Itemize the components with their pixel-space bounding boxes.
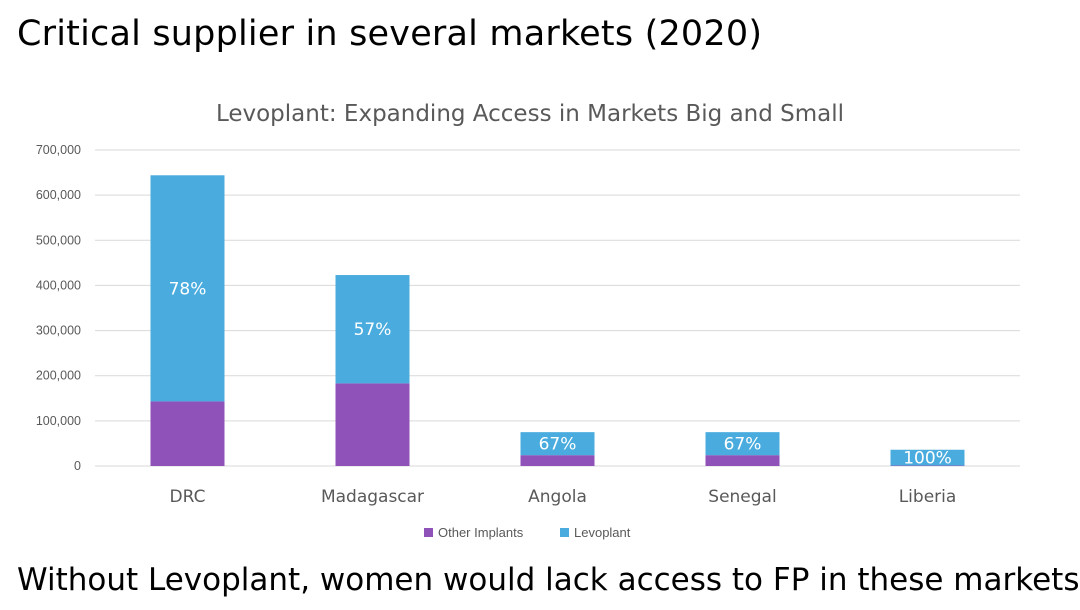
chart-title: Levoplant: Expanding Access in Markets B…	[216, 101, 844, 127]
slide-title: Critical supplier in several markets (20…	[17, 14, 763, 54]
bar-data-label: 100%	[903, 449, 952, 469]
legend-swatch	[560, 528, 569, 537]
slide-footer: Without Levoplant, women would lack acce…	[17, 562, 1080, 598]
bar-levoplant	[335, 275, 410, 384]
bar-data-label: 67%	[724, 435, 762, 455]
x-tick-label: DRC	[170, 487, 206, 507]
y-tick-label: 0	[74, 459, 81, 473]
legend-label: Levoplant	[574, 525, 631, 540]
y-tick-label: 100,000	[36, 414, 81, 428]
bar-other-implants	[150, 401, 225, 466]
legend: Other Implants Levoplant	[424, 525, 631, 540]
x-tick-label: Angola	[528, 487, 587, 507]
x-axis-ticks: DRC Madagascar Angola Senegal Liberia	[170, 487, 957, 507]
bar-levoplant	[890, 449, 965, 466]
bar-levoplant	[150, 175, 225, 402]
x-tick-label: Madagascar	[321, 487, 424, 507]
legend-label: Other Implants	[438, 525, 524, 540]
gridlines	[95, 149, 1020, 467]
y-tick-label: 700,000	[36, 143, 81, 157]
data-labels: 78% 57% 67% 67% 100%	[169, 279, 952, 468]
bars	[150, 175, 965, 466]
bar-levoplant	[705, 432, 780, 456]
legend-swatch	[424, 528, 433, 537]
bar-data-label: 78%	[169, 279, 207, 299]
y-axis-ticks: 0 100,000 200,000 300,000 400,000 500,000 600,…	[36, 143, 81, 473]
bar-other-implants	[335, 383, 410, 466]
x-tick-label: Liberia	[899, 487, 957, 507]
bar-other-implants	[520, 455, 595, 466]
bar-levoplant	[520, 432, 595, 456]
y-tick-label: 500,000	[36, 233, 81, 247]
y-tick-label: 600,000	[36, 188, 81, 202]
y-tick-label: 200,000	[36, 369, 81, 383]
y-tick-label: 300,000	[36, 324, 81, 338]
x-tick-label: Senegal	[708, 487, 776, 507]
bar-data-label: 57%	[354, 320, 392, 340]
y-tick-label: 400,000	[36, 278, 81, 292]
bar-other-implants	[705, 455, 780, 466]
stacked-bar-chart: Levoplant: Expanding Access in Markets B…	[36, 101, 1020, 540]
bar-data-label: 67%	[539, 435, 577, 455]
